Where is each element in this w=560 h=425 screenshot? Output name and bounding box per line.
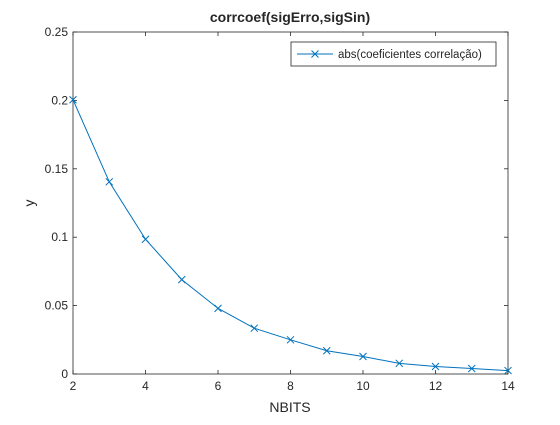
y-axis-ticks: 0 0.05 0.1 0.15 0.2 0.25 xyxy=(45,25,508,381)
plot-area xyxy=(72,31,509,375)
x-tick-label: 10 xyxy=(356,379,370,393)
y-tick-label: 0.15 xyxy=(45,162,69,176)
data-point-marker xyxy=(69,95,77,104)
data-point-marker xyxy=(504,366,512,375)
series-layer xyxy=(69,95,512,375)
data-point-marker xyxy=(141,235,150,244)
data-point-marker xyxy=(395,359,404,368)
x-tick-label: 2 xyxy=(70,379,77,393)
x-tick-label: 6 xyxy=(215,379,222,393)
legend: abs(coeficientes correlação) xyxy=(290,41,497,67)
axes-box xyxy=(72,31,509,375)
y-tick-label: 0.25 xyxy=(45,25,69,39)
legend-label: abs(coeficientes correlação) xyxy=(338,49,482,61)
y-axis-label: y xyxy=(21,200,37,207)
legend-marker-sample xyxy=(311,50,319,58)
data-point-marker xyxy=(250,324,259,333)
x-tick-label: 8 xyxy=(287,379,294,393)
x-axis-ticks: 2 4 6 8 10 12 14 xyxy=(70,32,515,393)
data-point-marker xyxy=(214,304,222,313)
data-point-marker xyxy=(177,275,186,284)
x-tick-label: 12 xyxy=(429,379,443,393)
y-tick-label: 0.1 xyxy=(51,230,68,244)
data-point-marker xyxy=(431,362,440,371)
y-tick-label: 0.2 xyxy=(51,93,68,107)
x-axis-label: NBITS xyxy=(269,399,310,415)
x-tick-label: 14 xyxy=(501,379,515,393)
x-tick-label: 4 xyxy=(142,379,149,393)
y-tick-label: 0.05 xyxy=(45,299,69,313)
chart-title: corrcoef(sigErro,sigSin) xyxy=(210,9,370,25)
data-point-marker xyxy=(359,352,367,361)
data-point-marker xyxy=(105,177,114,186)
data-point-marker xyxy=(322,346,331,355)
data-point-marker xyxy=(286,335,295,344)
y-tick-label: 0 xyxy=(61,367,68,381)
data-point-marker xyxy=(467,364,476,373)
